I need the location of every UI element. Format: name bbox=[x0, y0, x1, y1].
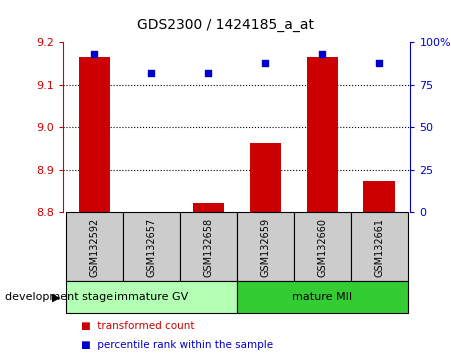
Bar bbox=[79, 57, 110, 212]
Point bbox=[376, 60, 383, 66]
Text: mature MII: mature MII bbox=[292, 292, 352, 302]
Bar bbox=[237, 212, 294, 281]
Text: development stage: development stage bbox=[5, 292, 113, 302]
Bar bbox=[66, 212, 123, 281]
Bar bbox=[66, 281, 237, 313]
Text: GDS2300 / 1424185_a_at: GDS2300 / 1424185_a_at bbox=[137, 18, 314, 32]
Text: GSM132660: GSM132660 bbox=[317, 218, 327, 277]
Bar bbox=[123, 212, 180, 281]
Bar bbox=[193, 203, 224, 212]
Point bbox=[91, 52, 98, 57]
Bar bbox=[180, 212, 237, 281]
Bar bbox=[364, 181, 395, 212]
Bar bbox=[307, 57, 338, 212]
Text: ■  transformed count: ■ transformed count bbox=[81, 321, 195, 331]
Bar bbox=[237, 281, 408, 313]
Text: immature GV: immature GV bbox=[114, 292, 189, 302]
Text: GSM132661: GSM132661 bbox=[374, 218, 384, 277]
Bar bbox=[350, 212, 408, 281]
Point bbox=[205, 70, 212, 76]
Point bbox=[148, 70, 155, 76]
Text: ■  percentile rank within the sample: ■ percentile rank within the sample bbox=[81, 340, 273, 350]
Text: GSM132657: GSM132657 bbox=[147, 218, 156, 277]
Text: GSM132592: GSM132592 bbox=[89, 218, 100, 277]
Text: GSM132659: GSM132659 bbox=[260, 218, 270, 277]
Point bbox=[262, 60, 269, 66]
Bar bbox=[249, 143, 281, 212]
Text: GSM132658: GSM132658 bbox=[203, 218, 213, 277]
Point bbox=[318, 52, 326, 57]
Bar bbox=[294, 212, 350, 281]
Text: ▶: ▶ bbox=[52, 292, 61, 302]
